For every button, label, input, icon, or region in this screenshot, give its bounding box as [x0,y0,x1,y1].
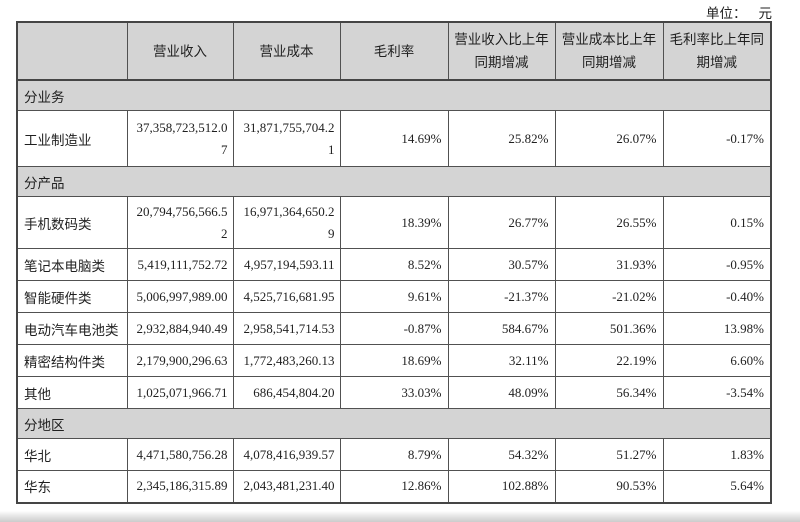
row-other: 其他 1,025,071,966.71 686,454,804.20 33.03… [16,376,772,409]
row-label: 其他 [16,376,128,409]
margin-yoy-cell: 13.98% [662,312,772,345]
row-industrial-manufacturing: 工业制造业 37,358,723,512.07 31,871,755,704.2… [16,110,772,167]
cost-cell: 31,871,755,704.21 [232,110,341,167]
cost-yoy-cell: 90.53% [554,470,664,503]
margin-yoy-cell: -0.95% [662,248,772,281]
row-label: 精密结构件类 [16,344,128,377]
revenue-yoy-cell: 54.32% [447,438,556,471]
cost-yoy-cell: 56.34% [554,376,664,409]
cost-cell: 2,958,541,714.53 [232,312,341,345]
section-title: 分业务 [16,79,772,111]
column-header-revenue-yoy: 营业收入比上年同期增减 [447,21,556,81]
column-header-cost: 营业成本 [232,21,341,81]
revenue-yoy-cell: 102.88% [447,470,556,503]
cost-cell: 2,043,481,231.40 [232,470,341,503]
revenue-cell: 2,179,900,296.63 [126,344,234,377]
gross-margin-cell: 8.79% [339,438,449,471]
margin-yoy-cell: 1.83% [662,438,772,471]
revenue-yoy-cell: 48.09% [447,376,556,409]
window-bottom-edge [0,511,800,522]
revenue-cell: 1,025,071,966.71 [126,376,234,409]
revenue-cell: 37,358,723,512.07 [126,110,234,167]
unit-note: 单位： 元 [706,2,772,22]
revenue-yoy-cell: 25.82% [447,110,556,167]
revenue-yoy-cell: 32.11% [447,344,556,377]
row-label: 智能硬件类 [16,280,128,313]
revenue-cell: 2,932,884,940.49 [126,312,234,345]
section-title: 分产品 [16,166,772,197]
revenue-yoy-cell: 584.67% [447,312,556,345]
revenue-cell: 5,006,997,989.00 [126,280,234,313]
unit-label: 单位： [706,6,747,21]
margin-yoy-cell: -0.40% [662,280,772,313]
gross-margin-cell: 18.69% [339,344,449,377]
row-label: 笔记本电脑类 [16,248,128,281]
margin-yoy-cell: 5.64% [662,470,772,503]
cost-cell: 4,525,716,681.95 [232,280,341,313]
cost-yoy-cell: 51.27% [554,438,664,471]
cost-cell: 1,772,483,260.13 [232,344,341,377]
cost-cell: 4,078,416,939.57 [232,438,341,471]
column-header-revenue: 营业收入 [126,21,234,81]
cost-yoy-cell: -21.02% [554,280,664,313]
row-north-china: 华北 4,471,580,756.28 4,078,416,939.57 8.7… [16,438,772,471]
margin-yoy-cell: -0.17% [662,110,772,167]
cost-yoy-cell: 26.55% [554,196,664,249]
column-header-cost-yoy: 营业成本比上年同期增减 [554,21,664,81]
gross-margin-cell: 8.52% [339,248,449,281]
cost-cell: 686,454,804.20 [232,376,341,409]
section-by-region: 分地区 [16,408,772,439]
row-mobile-digital: 手机数码类 20,794,756,566.52 16,971,364,650.2… [16,196,772,249]
gross-margin-cell: 12.86% [339,470,449,503]
margin-yoy-cell: 6.60% [662,344,772,377]
row-east-china: 华东 2,345,186,315.89 2,043,481,231.40 12.… [16,470,772,503]
table-header-row: 营业收入 营业成本 毛利率 营业收入比上年同期增减 营业成本比上年同期增减 毛利… [16,21,772,81]
unit-value: 元 [758,6,773,21]
cost-yoy-cell: 26.07% [554,110,664,167]
revenue-cell: 20,794,756,566.52 [126,196,234,249]
revenue-yoy-cell: -21.37% [447,280,556,313]
row-precision-structural: 精密结构件类 2,179,900,296.63 1,772,483,260.13… [16,344,772,377]
revenue-cell: 5,419,111,752.72 [126,248,234,281]
gross-margin-cell: -0.87% [339,312,449,345]
financial-breakdown-table: 营业收入 营业成本 毛利率 营业收入比上年同期增减 营业成本比上年同期增减 毛利… [16,21,772,504]
row-label: 华北 [16,438,128,471]
row-label: 工业制造业 [16,110,128,167]
row-smart-hardware: 智能硬件类 5,006,997,989.00 4,525,716,681.95 … [16,280,772,313]
gross-margin-cell: 33.03% [339,376,449,409]
row-label: 华东 [16,470,128,503]
corner-header-cell [16,21,128,81]
revenue-yoy-cell: 26.77% [447,196,556,249]
gross-margin-cell: 14.69% [339,110,449,167]
cost-yoy-cell: 31.93% [554,248,664,281]
section-by-business: 分业务 [16,79,772,111]
gross-margin-cell: 9.61% [339,280,449,313]
cost-cell: 4,957,194,593.11 [232,248,341,281]
row-label: 手机数码类 [16,196,128,249]
cost-yoy-cell: 501.36% [554,312,664,345]
row-ev-battery: 电动汽车电池类 2,932,884,940.49 2,958,541,714.5… [16,312,772,345]
revenue-cell: 2,345,186,315.89 [126,470,234,503]
column-header-gross-margin: 毛利率 [339,21,449,81]
cost-yoy-cell: 22.19% [554,344,664,377]
cost-cell: 16,971,364,650.29 [232,196,341,249]
revenue-yoy-cell: 30.57% [447,248,556,281]
row-label: 电动汽车电池类 [16,312,128,345]
section-title: 分地区 [16,408,772,439]
section-by-product: 分产品 [16,166,772,197]
margin-yoy-cell: 0.15% [662,196,772,249]
margin-yoy-cell: -3.54% [662,376,772,409]
revenue-cell: 4,471,580,756.28 [126,438,234,471]
column-header-margin-yoy: 毛利率比上年同期增减 [662,21,772,81]
row-laptop: 笔记本电脑类 5,419,111,752.72 4,957,194,593.11… [16,248,772,281]
gross-margin-cell: 18.39% [339,196,449,249]
